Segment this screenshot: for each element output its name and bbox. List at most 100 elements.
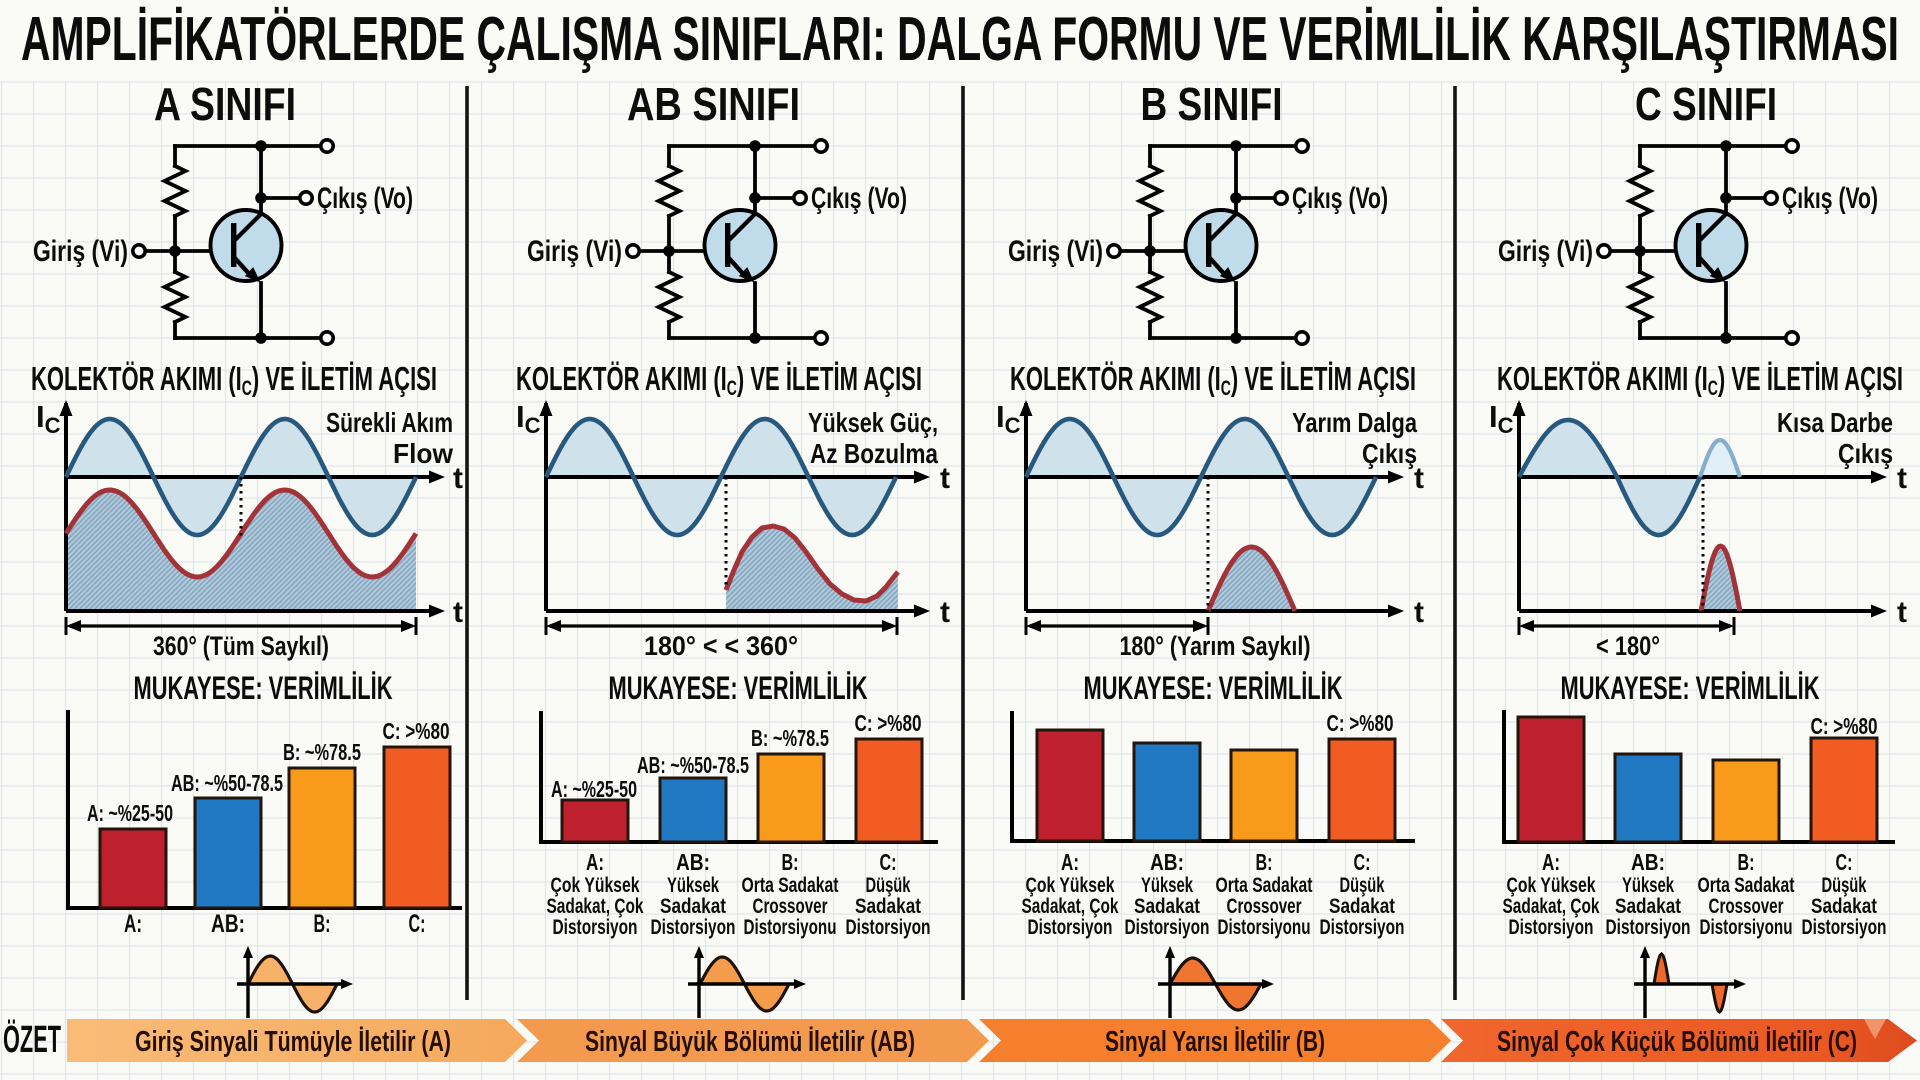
svg-text:t: t (940, 462, 950, 495)
svg-text:C: >%80: C: >%80 (1327, 710, 1394, 736)
svg-text:Crossover: Crossover (1227, 894, 1302, 918)
svg-text:B:: B: (1256, 849, 1273, 875)
svg-text:t: t (1414, 596, 1424, 629)
svg-text:Giriş (Vi): Giriş (Vi) (33, 235, 128, 268)
svg-text:KOLEKTÖR AKIMI (IC) VE İLETİM: KOLEKTÖR AKIMI (IC) VE İLETİM AÇISI (31, 360, 437, 400)
svg-text:C:: C: (1836, 849, 1853, 875)
svg-text:180° < < 360°: 180° < < 360° (644, 631, 798, 661)
svg-text:360° (Tüm Saykıl): 360° (Tüm Saykıl) (153, 631, 329, 661)
svg-text:MUKAYESE: VERİMLİLİK: MUKAYESE: VERİMLİLİK (134, 670, 393, 706)
svg-text:B:: B: (314, 910, 331, 938)
svg-text:C: >%80: C: >%80 (855, 710, 922, 736)
svg-text:Sadakat: Sadakat (1615, 894, 1681, 918)
svg-text:MUKAYESE: VERİMLİLİK: MUKAYESE: VERİMLİLİK (1084, 670, 1343, 706)
svg-text:Sadakat: Sadakat (1329, 894, 1395, 918)
svg-text:Orta Sadakat: Orta Sadakat (742, 873, 839, 897)
svg-text:A:: A: (1542, 849, 1560, 875)
svg-text:Sadakat: Sadakat (1134, 894, 1200, 918)
svg-text:AB: ~%50-78.5: AB: ~%50-78.5 (637, 752, 749, 778)
svg-text:C SINIFI: C SINIFI (1635, 78, 1777, 130)
svg-text:Sadakat: Sadakat (1811, 894, 1877, 918)
svg-text:t: t (1897, 462, 1907, 495)
svg-text:ÖZET: ÖZET (3, 1018, 61, 1061)
svg-text:Sadakat: Sadakat (660, 894, 726, 918)
svg-text:KOLEKTÖR AKIMI (IC) VE İLETİM: KOLEKTÖR AKIMI (IC) VE İLETİM AÇISI (1010, 360, 1416, 400)
svg-text:Distorsiyon: Distorsiyon (553, 915, 638, 939)
svg-text:Distorsiyon: Distorsiyon (1606, 915, 1691, 939)
svg-text:Çıkış: Çıkış (1362, 438, 1417, 469)
svg-text:C:: C: (880, 849, 897, 875)
svg-text:A:: A: (1061, 849, 1079, 875)
svg-text:Düşük: Düşük (866, 873, 911, 897)
svg-text:C:: C: (1354, 849, 1371, 875)
svg-text:Sürekli Akım: Sürekli Akım (326, 407, 453, 438)
svg-text:Flow: Flow (393, 438, 453, 469)
svg-text:B: ~%78.5: B: ~%78.5 (751, 725, 829, 751)
svg-text:A:: A: (586, 849, 604, 875)
svg-text:KOLEKTÖR AKIMI (IC) VE İLETİM: KOLEKTÖR AKIMI (IC) VE İLETİM AÇISI (1497, 360, 1903, 400)
svg-text:Çok Yüksek: Çok Yüksek (1026, 873, 1115, 897)
svg-text:Distorsiyon: Distorsiyon (1802, 915, 1887, 939)
svg-text:t: t (940, 596, 950, 629)
svg-text:MUKAYESE: VERİMLİLİK: MUKAYESE: VERİMLİLİK (609, 670, 868, 706)
svg-text:Crossover: Crossover (753, 894, 828, 918)
svg-text:MUKAYESE: VERİMLİLİK: MUKAYESE: VERİMLİLİK (1561, 670, 1820, 706)
svg-text:Crossover: Crossover (1709, 894, 1784, 918)
svg-text:Az Bozulma: Az Bozulma (810, 438, 938, 469)
svg-text:Giriş Sinyali Tümüyle İletilir: Giriş Sinyali Tümüyle İletilir (A) (135, 1026, 451, 1058)
svg-text:A SINIFI: A SINIFI (154, 78, 296, 130)
svg-text:Orta Sadakat: Orta Sadakat (1216, 873, 1313, 897)
svg-text:Yüksek: Yüksek (667, 873, 719, 897)
svg-text:AB: ~%50-78.5: AB: ~%50-78.5 (171, 770, 283, 796)
svg-text:Düşük: Düşük (1340, 873, 1385, 897)
svg-text:t: t (1414, 462, 1424, 495)
svg-text:Çok Yüksek: Çok Yüksek (1507, 873, 1596, 897)
svg-text:Sadakat, Çok: Sadakat, Çok (1503, 894, 1600, 918)
svg-text:Sinyal Yarısı İletilir (B): Sinyal Yarısı İletilir (B) (1105, 1026, 1325, 1058)
svg-text:AMPLİFİKATÖRLERDE ÇALIŞMA SINI: AMPLİFİKATÖRLERDE ÇALIŞMA SINIFLARI: DAL… (21, 5, 1899, 74)
svg-text:Distorsiyonu: Distorsiyonu (1218, 915, 1311, 939)
svg-text:Distorsiyonu: Distorsiyonu (1700, 915, 1793, 939)
svg-text:AB:: AB: (676, 849, 710, 875)
svg-text:Sadakat, Çok: Sadakat, Çok (1022, 894, 1119, 918)
svg-text:A:: A: (124, 910, 142, 938)
svg-text:AB:: AB: (211, 910, 245, 938)
svg-text:Distorsiyon: Distorsiyon (651, 915, 736, 939)
svg-text:A: ~%25-50: A: ~%25-50 (551, 776, 637, 802)
svg-text:AB:: AB: (1631, 849, 1665, 875)
svg-text:Düşük: Düşük (1822, 873, 1867, 897)
svg-text:Distorsiyon: Distorsiyon (846, 915, 931, 939)
svg-text:Yüksek: Yüksek (1141, 873, 1193, 897)
svg-text:Distorsiyonu: Distorsiyonu (744, 915, 837, 939)
svg-text:Sadakat, Çok: Sadakat, Çok (547, 894, 644, 918)
svg-text:Çok Yüksek: Çok Yüksek (551, 873, 640, 897)
svg-text:Distorsiyon: Distorsiyon (1509, 915, 1594, 939)
svg-text:Çıkış (Vo): Çıkış (Vo) (317, 182, 413, 215)
svg-text:Yüksek: Yüksek (1622, 873, 1674, 897)
svg-text:B:: B: (782, 849, 799, 875)
svg-text:Distorsiyon: Distorsiyon (1320, 915, 1405, 939)
svg-text:Yüksek Güç,: Yüksek Güç, (808, 407, 938, 438)
svg-text:KOLEKTÖR AKIMI (IC) VE İLETİM: KOLEKTÖR AKIMI (IC) VE İLETİM AÇISI (516, 360, 922, 400)
svg-text:C: >%80: C: >%80 (383, 718, 450, 744)
svg-text:t: t (1897, 596, 1907, 629)
svg-text:B SINIFI: B SINIFI (1141, 78, 1283, 130)
svg-text:Kısa Darbe: Kısa Darbe (1777, 407, 1893, 438)
svg-text:180° (Yarım Saykıl): 180° (Yarım Saykıl) (1120, 631, 1311, 661)
svg-text:Sadakat: Sadakat (855, 894, 921, 918)
svg-text:Orta Sadakat: Orta Sadakat (1698, 873, 1795, 897)
svg-text:t: t (453, 462, 463, 495)
svg-text:Distorsiyon: Distorsiyon (1125, 915, 1210, 939)
svg-text:Distorsiyon: Distorsiyon (1028, 915, 1113, 939)
svg-text:t: t (453, 596, 463, 629)
svg-text:Yarım Dalga: Yarım Dalga (1292, 407, 1417, 438)
svg-text:B:: B: (1738, 849, 1755, 875)
svg-text:C:: C: (409, 910, 426, 938)
svg-text:A: ~%25-50: A: ~%25-50 (87, 800, 173, 826)
svg-text:B: ~%78.5: B: ~%78.5 (283, 739, 361, 765)
svg-text:< 180°: < 180° (1596, 631, 1660, 661)
svg-text:AB:: AB: (1150, 849, 1184, 875)
svg-text:Sinyal Çok Küçük Bölümü İletil: Sinyal Çok Küçük Bölümü İletilir (C) (1497, 1026, 1857, 1058)
svg-text:C: >%80: C: >%80 (1811, 713, 1878, 739)
svg-text:Çıkış: Çıkış (1838, 438, 1893, 469)
